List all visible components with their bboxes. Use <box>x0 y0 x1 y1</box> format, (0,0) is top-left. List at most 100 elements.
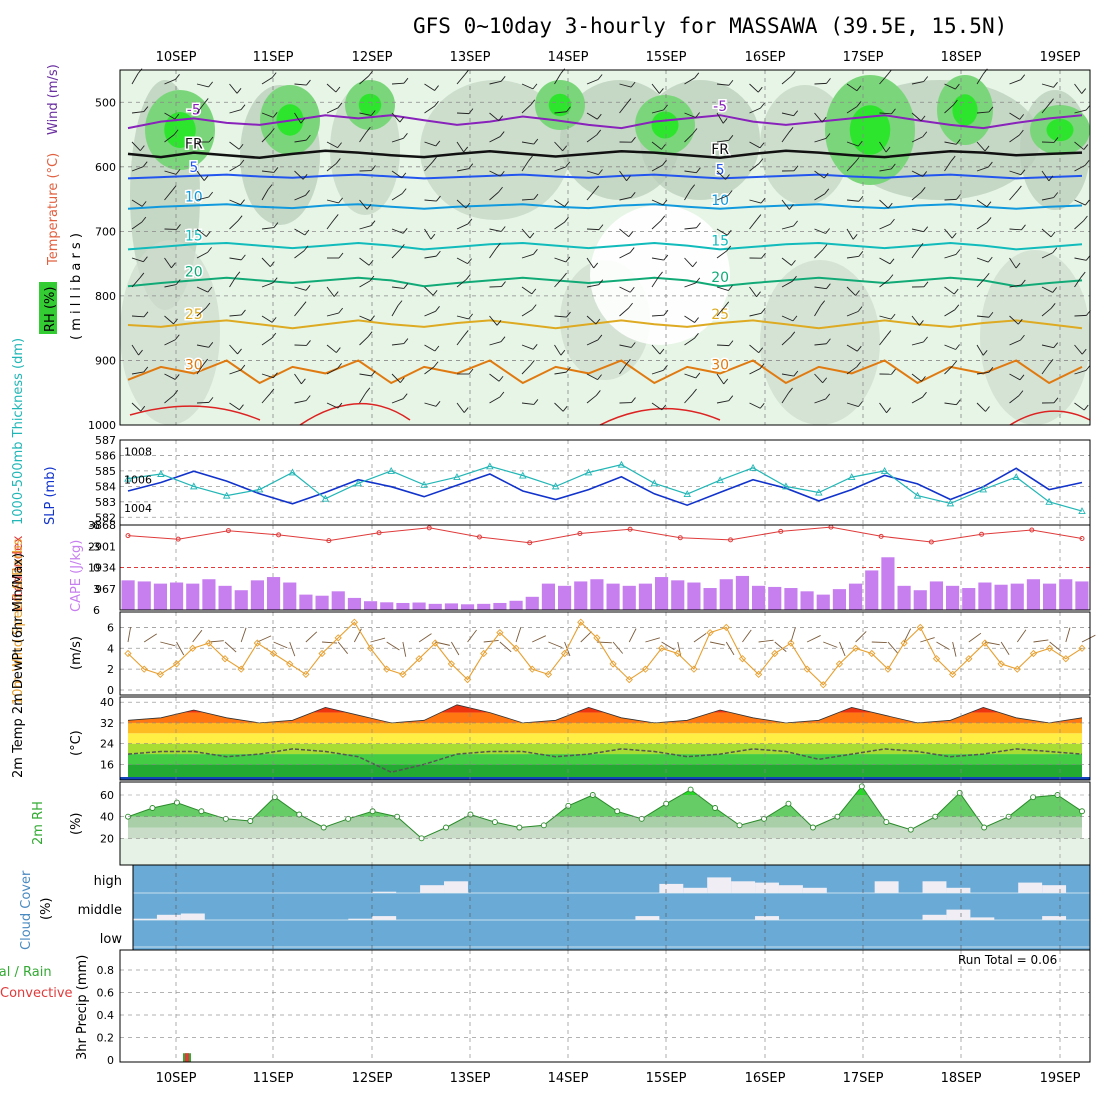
precip-conv-bar <box>185 1053 189 1062</box>
temp-band-3 <box>128 733 1082 744</box>
wind-barb <box>976 141 986 152</box>
li-marker <box>1029 527 1035 533</box>
wind-barb <box>294 83 307 86</box>
wind-barb-flag <box>658 271 663 278</box>
wind-barb <box>456 168 469 172</box>
y-axis-labels: Wind (m/s) Temperature (°C) RH (%) ( m i… <box>0 64 1057 1060</box>
wind-barb <box>1009 284 1022 288</box>
wind-barb-flag <box>950 155 956 162</box>
wind-barb-flag <box>858 195 864 202</box>
li-marker <box>979 531 985 537</box>
wind-barb <box>749 219 758 230</box>
wind-barb <box>1041 170 1050 182</box>
wind-barb-flag <box>661 144 666 150</box>
wind10-barb <box>920 637 935 643</box>
li-marker <box>878 533 884 539</box>
wind-barb <box>391 193 403 201</box>
li-marker <box>1079 535 1085 541</box>
cloud-mid-bar <box>635 916 660 920</box>
wind-barb <box>164 373 176 380</box>
wind-barb <box>229 220 239 230</box>
wind-barb <box>846 161 856 172</box>
wind10-marker <box>189 644 197 652</box>
wind-barb <box>554 166 566 172</box>
wind-barb-flag <box>659 88 664 94</box>
wind-barb <box>1041 252 1053 259</box>
wind-barb-flag <box>463 407 469 413</box>
wind-barb-flag <box>696 167 701 173</box>
wind-barb-flag <box>760 197 766 204</box>
wind-barb <box>391 343 404 346</box>
wind-barb <box>716 195 729 201</box>
wind-barb <box>1041 364 1050 375</box>
wind-barb <box>651 276 659 288</box>
wind-barb <box>229 369 241 375</box>
level-700: 700 <box>95 225 116 238</box>
li-tick-0: 0 <box>93 562 100 575</box>
wind-barb-flag <box>595 390 601 396</box>
temp-base <box>120 777 1090 780</box>
rh2m-ylabel: 2m RH <box>31 801 46 845</box>
cape-bar <box>267 577 281 610</box>
upper-air-panel: -5 -5 FR FR 5 5 10 10 15 15 20 20 25 25 30 30 500 600 700 8… <box>88 68 1091 432</box>
wind-barb-flag <box>1018 129 1024 136</box>
wind-barb <box>261 393 271 404</box>
wind-barb <box>749 344 759 354</box>
wind-barb-flag <box>532 344 538 350</box>
wind-barb-flag <box>566 311 571 318</box>
wind-barb <box>489 247 497 259</box>
rh-green-core-2 <box>358 93 382 117</box>
temp-tick-16: 16 <box>100 758 114 771</box>
li-marker <box>225 528 231 534</box>
wind-barb-flag <box>1020 169 1026 175</box>
wind-barb <box>1009 170 1022 176</box>
wind-barb-flag <box>138 349 143 356</box>
wind-barb-flag <box>630 192 636 198</box>
wind-barb <box>619 286 631 293</box>
wind-barb <box>716 306 726 317</box>
wind-barb-flag <box>302 174 308 180</box>
wind-barb <box>976 222 988 230</box>
wind-barb <box>164 394 174 404</box>
wind-barb-flag <box>236 88 242 94</box>
thickness-marker <box>519 471 527 479</box>
wind-barb <box>879 74 888 85</box>
wind-barb <box>781 336 792 346</box>
wind-barb <box>359 75 369 85</box>
wind-barb-flag <box>758 158 764 164</box>
wind-barb-flag <box>759 363 765 369</box>
top-date-17SEP: 17SEP <box>843 50 884 65</box>
wind-barb <box>326 141 338 149</box>
wind-barb-flag <box>1020 74 1026 80</box>
wind-barb <box>651 402 663 411</box>
wind-barb-flag <box>564 201 569 207</box>
wind-barb <box>164 339 176 346</box>
wind-barb <box>294 194 306 201</box>
wind-barb <box>684 257 694 268</box>
wind10-barb <box>887 641 899 654</box>
rh2m-marker <box>736 822 743 829</box>
wind-barb <box>619 252 631 259</box>
cape-bar <box>719 579 733 610</box>
precip-ylabel-conv: Convective <box>0 986 73 1001</box>
wind-barb <box>846 402 859 407</box>
wind-barb <box>359 373 372 377</box>
wind-barb-flag <box>500 336 506 342</box>
wind-barb <box>391 286 404 289</box>
wind-barb-flag <box>597 74 603 80</box>
wind-barb <box>749 107 761 114</box>
wind-barb <box>554 315 567 318</box>
wind-barb <box>944 104 954 114</box>
li-line <box>127 526 1083 544</box>
wind-barb <box>846 83 858 92</box>
wind-barb-flag <box>791 260 796 266</box>
wind10-marker <box>447 660 456 668</box>
wind-barb <box>489 315 498 326</box>
cloud-high-bar <box>922 881 947 893</box>
wind-barb-flag <box>306 79 311 86</box>
wind-barb-flag <box>728 285 733 291</box>
temp2m-panel: 40 32 24 16 <box>100 696 1091 781</box>
wind-barb <box>521 83 534 90</box>
wind-barb-flag <box>370 220 376 226</box>
wind-barb-flag <box>922 391 927 398</box>
